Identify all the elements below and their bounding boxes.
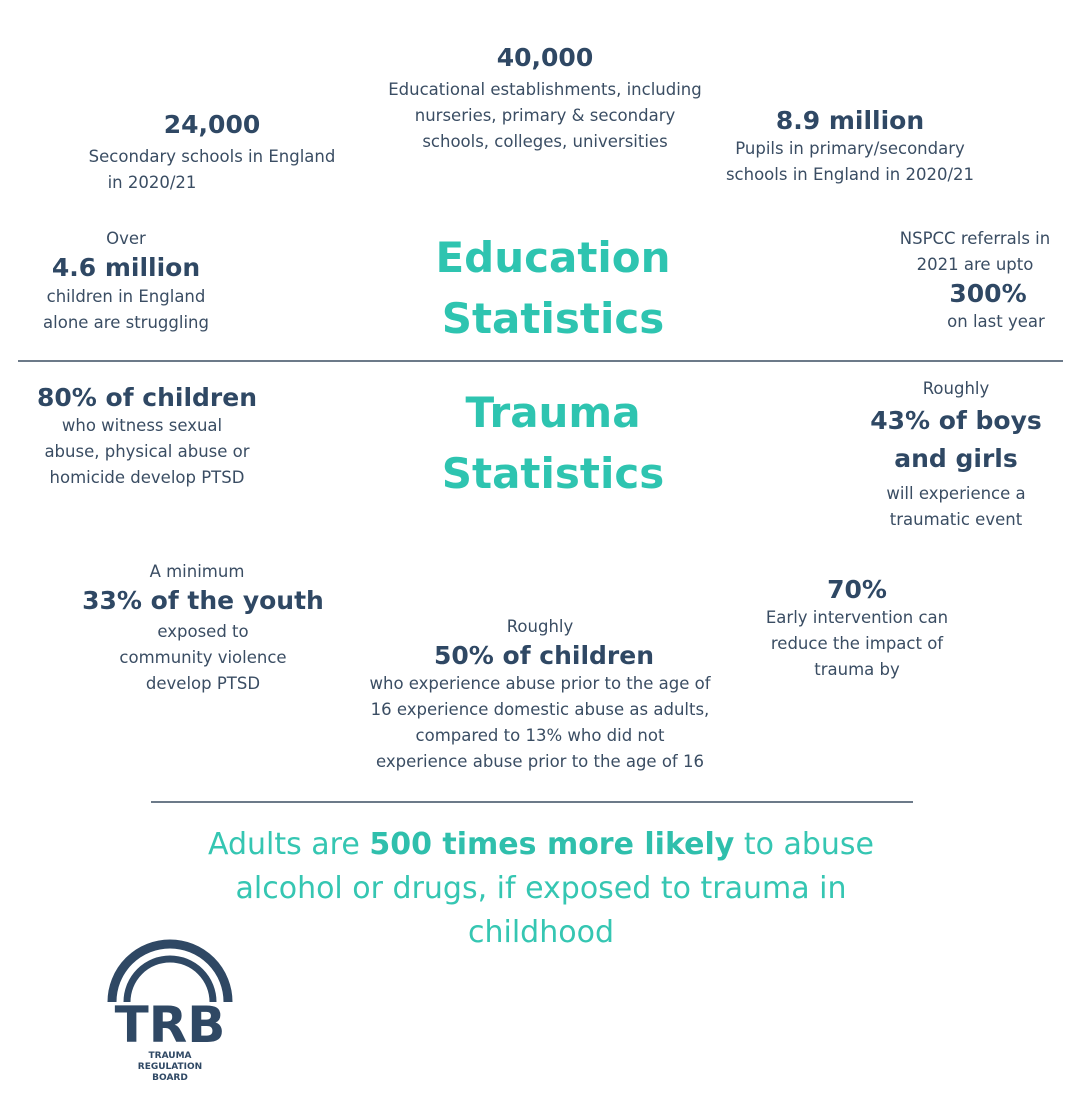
trauma-heading: Trauma Statistics	[442, 382, 665, 504]
stat-prefix: Roughly	[922, 379, 990, 398]
stat-text: will experience a	[886, 484, 1026, 503]
stat-text: Pupils in primary/secondary	[735, 139, 965, 158]
trb-logo-mark: TRB TRAUMA REGULATION BOARD	[107, 939, 233, 1083]
stat-text: in 2020/21	[107, 173, 197, 192]
stat-struggling: Over 4.6 million children in England alo…	[43, 226, 209, 336]
stat-text: homicide develop PTSD	[49, 468, 245, 487]
svg-text:REGULATION: REGULATION	[138, 1062, 202, 1072]
stat-value: and girls	[894, 444, 1018, 473]
stat-secondary-schools: 24,000 Secondary schools in England in 2…	[89, 109, 336, 196]
stat-text: NSPCC referrals in	[899, 229, 1051, 248]
stat-value: 8.9 million	[775, 106, 925, 135]
stat-intervention: 70% Early intervention can reduce the im…	[766, 574, 948, 683]
stat-text: develop PTSD	[145, 674, 261, 693]
stat-text: 16 experience domestic abuse as adults,	[370, 700, 710, 719]
stat-text: who witness sexual	[61, 416, 223, 435]
stat-text: traumatic event	[889, 510, 1023, 529]
stat-text: nurseries, primary & secondary	[414, 106, 676, 125]
svg-text:TRB: TRB	[115, 996, 226, 1054]
stat-text: children in England	[46, 287, 206, 306]
stat-value: 43% of boys	[870, 406, 1042, 435]
heading-line: Trauma	[465, 388, 641, 437]
stat-abuse: Roughly 50% of children who experience a…	[369, 614, 710, 775]
stat-text: trauma by	[814, 660, 900, 679]
stat-value: 300%	[949, 279, 1027, 308]
footer-statement: Adults are 500 times more likely to abus…	[181, 823, 901, 955]
stat-text: on last year	[947, 312, 1045, 331]
stat-prefix: Over	[106, 229, 146, 248]
stat-text: schools, colleges, universities	[422, 132, 668, 151]
stat-value: 70%	[827, 575, 887, 604]
stat-text: Educational establishments, including	[388, 80, 702, 99]
footer-highlight: 500 times more likely	[369, 827, 735, 862]
trb-logo: TRB TRAUMA REGULATION BOARD	[100, 930, 240, 1083]
stat-text: abuse, physical abuse or	[44, 442, 250, 461]
stat-value: 33% of the youth	[82, 586, 324, 615]
svg-text:BOARD: BOARD	[152, 1073, 188, 1080]
heading-line: Education	[435, 233, 671, 282]
heading-line: Statistics	[441, 294, 665, 343]
stat-text: exposed to	[157, 622, 249, 641]
divider	[151, 801, 913, 803]
stat-youth: A minimum 33% of the youth exposed to co…	[82, 559, 324, 697]
stat-value: 50% of children	[433, 641, 655, 670]
stat-pupils: 8.9 million Pupils in primary/secondary …	[726, 105, 974, 188]
stat-prefix: Roughly	[506, 617, 574, 636]
heading-line: Statistics	[441, 449, 665, 498]
stat-text: community violence	[119, 648, 287, 667]
stat-text: Early intervention can	[765, 608, 949, 627]
footer-text: to abuse alcohol or drugs, if exposed to…	[235, 827, 875, 950]
stat-text: reduce the impact of	[770, 634, 944, 653]
stat-text: Secondary schools in England	[88, 147, 336, 166]
stat-text: who experience abuse prior to the age of	[369, 674, 711, 693]
stat-text: 2021 are upto	[916, 255, 1034, 274]
svg-text:TRAUMA: TRAUMA	[149, 1051, 192, 1061]
stat-nspcc: NSPCC referrals in 2021 are upto 300% on…	[900, 226, 1050, 335]
stat-ptsd: 80% of children who witness sexual abuse…	[37, 382, 257, 491]
footer-text: Adults are	[207, 827, 370, 862]
stat-text: alone are struggling	[43, 313, 209, 332]
stat-prefix: A minimum	[149, 562, 245, 581]
stat-value: 4.6 million	[51, 253, 201, 282]
stat-value: 80% of children	[36, 383, 258, 412]
stat-value: 24,000	[163, 110, 261, 139]
stat-text: compared to 13% who did not	[415, 726, 665, 745]
stat-text: schools in England in 2020/21	[725, 165, 975, 184]
education-heading: Education Statistics	[435, 227, 670, 349]
stat-establishments: 40,000 Educational establishments, inclu…	[388, 42, 702, 155]
stat-boys-girls: Roughly 43% of boys and girls will exper…	[870, 376, 1042, 533]
divider	[18, 360, 1063, 362]
stat-text: experience abuse prior to the age of 16	[376, 752, 704, 771]
stat-value: 40,000	[496, 43, 594, 72]
